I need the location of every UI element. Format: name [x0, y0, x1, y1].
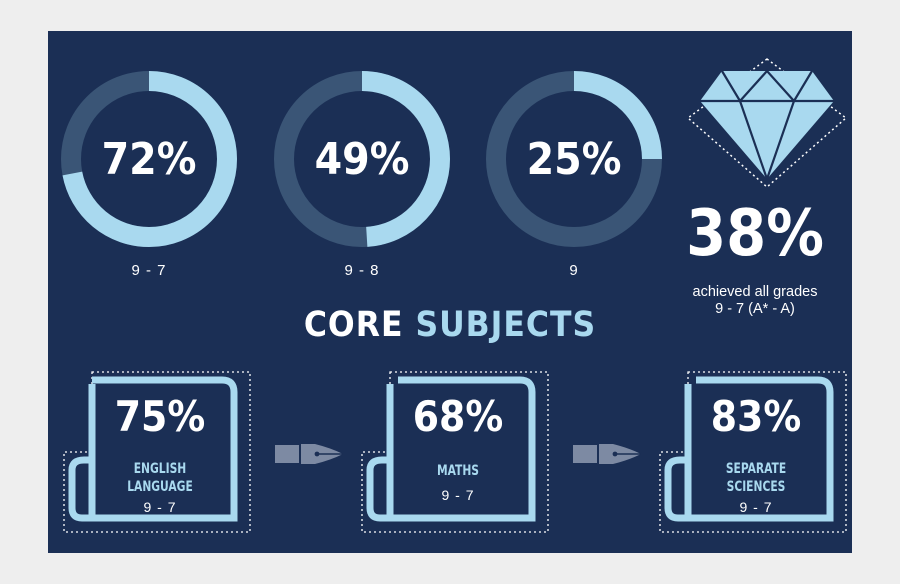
- maths-grade: 9 - 7: [441, 487, 475, 503]
- subject-card-maths: 68% MATHS 9 - 7: [360, 368, 550, 538]
- ring-chart-2: 49%: [272, 69, 452, 249]
- ring-2-percent: 49%: [314, 133, 410, 185]
- heading-word-subjects: SUBJECTS: [415, 305, 597, 345]
- ring-2-graphic: [274, 71, 450, 247]
- sciences-name-line1: SEPARATE: [725, 461, 787, 477]
- fountain-pen-nib-icon: [573, 444, 641, 464]
- fountain-pen-nib-icon: [275, 444, 343, 464]
- maths-percent: 68%: [412, 392, 504, 441]
- ring-3-graphic: [486, 71, 662, 247]
- ring-1-fill: [61, 71, 237, 247]
- scroll-icon: [361, 371, 549, 533]
- scroll-icon: [659, 371, 847, 533]
- diamond-caption-line2: 9 - 7 (A* - A): [715, 301, 795, 317]
- diamond-gem: [700, 71, 834, 179]
- subject-card-english: 75% ENGLISH LANGUAGE 9 - 7: [62, 368, 252, 538]
- ring-2-fill: [274, 71, 450, 247]
- ring-chart-3: 25%: [484, 69, 664, 249]
- ring-3-label: 9: [569, 262, 579, 279]
- diamond-caption-line1: achieved all grades: [692, 284, 818, 300]
- sciences-percent: 83%: [710, 392, 802, 441]
- english-grade: 9 - 7: [143, 499, 177, 515]
- ring-1-graphic: [61, 71, 237, 247]
- ring-3-percent: 25%: [526, 133, 622, 185]
- ring-1-percent: 72%: [101, 133, 197, 185]
- english-name-line2: LANGUAGE: [127, 479, 193, 495]
- diamond-facets: [700, 69, 834, 180]
- scroll-icon: [63, 371, 251, 533]
- diamond-icon: [686, 58, 848, 188]
- sciences-grade: 9 - 7: [739, 499, 773, 515]
- sciences-name-line2: SCIENCES: [726, 479, 786, 495]
- ring-chart-1: 72%: [59, 69, 239, 249]
- ring-2-label: 9 - 8: [344, 262, 380, 279]
- diamond-percent: 38%: [686, 197, 824, 271]
- subject-card-sciences: 83% SEPARATE SCIENCES 9 - 7: [658, 368, 848, 538]
- english-name-line1: ENGLISH: [133, 461, 187, 477]
- ring-3-fill: [486, 71, 662, 247]
- english-percent: 75%: [114, 392, 206, 441]
- ring-1-label: 9 - 7: [131, 262, 167, 279]
- heading-word-core: CORE: [303, 305, 404, 345]
- maths-name-line1: MATHS: [437, 463, 479, 479]
- core-subjects-heading: CORE SUBJECTS: [285, 305, 615, 345]
